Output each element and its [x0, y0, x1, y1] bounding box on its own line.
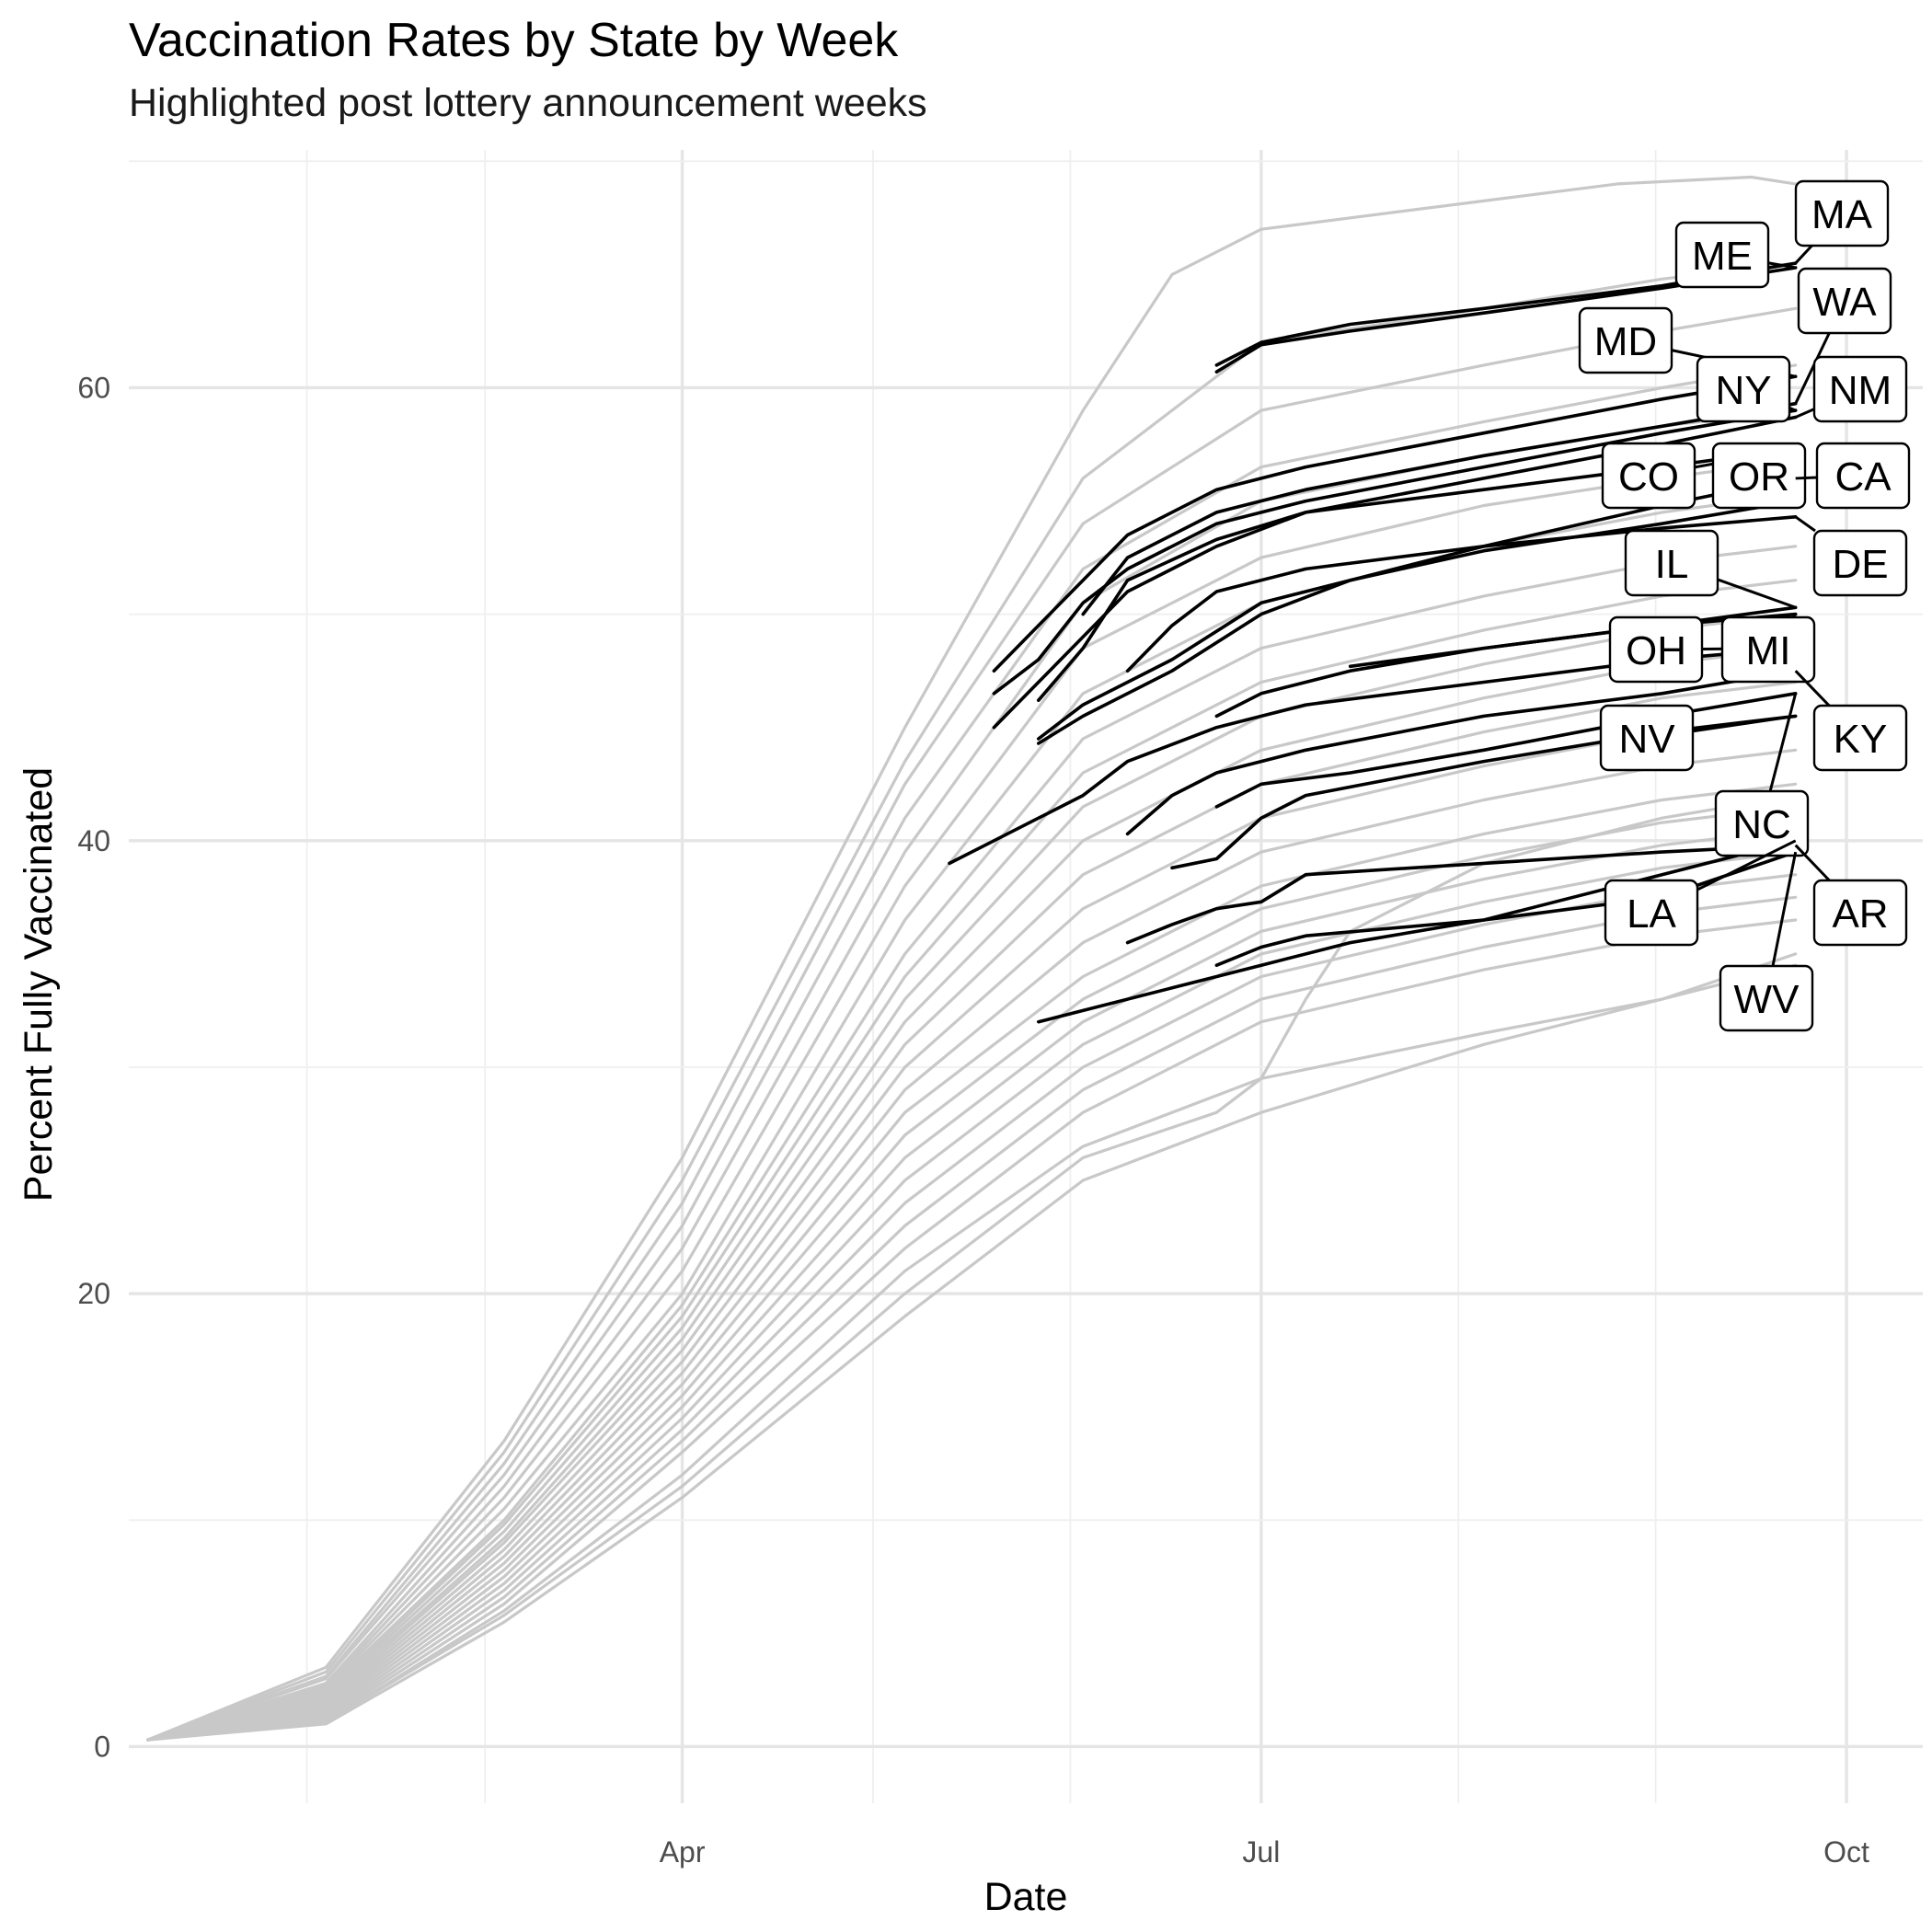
label-leader-nc [1768, 693, 1798, 792]
x-tick-label: Oct [1823, 1835, 1869, 1869]
series-line-ar [1125, 843, 1798, 945]
label-box-de [1812, 529, 1908, 597]
label-box-wv [1719, 964, 1814, 1032]
label-box-wa [1797, 267, 1892, 335]
label-box-ma [1794, 179, 1890, 247]
state-label-mi: MI [1746, 628, 1791, 673]
state-label-il: IL [1655, 542, 1689, 587]
state-label-ma: MA [1811, 192, 1873, 237]
label-leader-wv [1771, 851, 1798, 967]
background-series-line [146, 647, 1798, 1742]
x-tick-label: Apr [660, 1835, 706, 1869]
chart-subtitle: Highlighted post lottery announcement we… [129, 81, 927, 125]
series-line-ca [1037, 477, 1798, 745]
background-series-line [146, 261, 1798, 1742]
state-label-ky: KY [1834, 717, 1888, 762]
label-leader-la [1696, 839, 1797, 891]
label-box-me [1674, 221, 1770, 289]
series-line-ny [992, 408, 1798, 696]
state-label-or: OR [1729, 454, 1789, 500]
axis-ticks: 0 20 40 60 Apr Jul Oct [77, 371, 1869, 1869]
y-tick-label: 20 [77, 1277, 110, 1310]
state-label-ca: CA [1834, 454, 1892, 500]
background-series-line [146, 458, 1798, 1742]
state-label-ar: AR [1832, 891, 1888, 937]
state-label-nc: NC [1732, 802, 1791, 847]
label-leader-de [1794, 515, 1816, 533]
background-series-line [146, 613, 1798, 1742]
background-series-line [146, 895, 1798, 1742]
state-label-nm: NM [1829, 368, 1892, 413]
background-series-line [146, 782, 1798, 1742]
label-leader-ma [1794, 244, 1813, 265]
label-box-md [1578, 306, 1673, 374]
label-leader-me [1767, 261, 1796, 270]
background-series-line [146, 850, 1798, 1742]
state-label-ny: NY [1715, 368, 1771, 413]
series-line-de [1125, 515, 1798, 673]
series-line-ky [1125, 669, 1798, 836]
background-series-line [146, 492, 1798, 1742]
label-box-ny [1696, 355, 1791, 423]
label-leader-nv [1692, 714, 1796, 733]
label-box-nm [1812, 355, 1908, 423]
label-box-ky [1812, 704, 1908, 772]
background-series [146, 175, 1842, 1742]
state-label-nv: NV [1618, 717, 1675, 762]
label-box-mi [1720, 615, 1816, 684]
series-line-oh [948, 646, 1798, 866]
state-label-oh: OH [1626, 628, 1686, 673]
label-box-la [1604, 879, 1699, 947]
background-series-line [146, 952, 1798, 1742]
label-leader-ca [1795, 476, 1818, 480]
state-label-co: CO [1618, 454, 1679, 500]
y-tick-label: 0 [94, 1730, 110, 1763]
label-leader-ky [1794, 670, 1831, 707]
state-label-de: DE [1832, 542, 1888, 587]
label-leader-ar [1794, 844, 1831, 882]
state-label-wa: WA [1812, 280, 1877, 325]
label-leader-wa [1794, 332, 1831, 405]
label-box-ar [1812, 879, 1908, 947]
chart-title: Vaccination Rates by State by Week [129, 14, 899, 67]
background-series-line [146, 748, 1798, 1742]
series-line-wa [1081, 401, 1798, 616]
label-leader-il [1717, 578, 1797, 609]
state-labels: MA ME WA MD NY NM CO OR CA IL DE OH MI NV KY NC LA AR WV [1578, 179, 1911, 1032]
background-series-line [146, 545, 1798, 1742]
series-line-nv [1170, 714, 1798, 870]
y-tick-label: 60 [77, 371, 110, 404]
x-tick-label: Jul [1242, 1835, 1280, 1869]
y-axis-title: Percent Fully Vaccinated [17, 767, 61, 1202]
background-series-line [146, 918, 1798, 1742]
label-leader-nm [1795, 408, 1815, 419]
background-series-line [146, 963, 1798, 1742]
background-series-line [146, 714, 1798, 1742]
state-label-md: MD [1594, 319, 1657, 364]
state-label-la: LA [1627, 891, 1676, 937]
label-box-ca [1815, 442, 1911, 510]
background-series-line [146, 306, 1798, 1742]
background-series-line [146, 175, 1842, 1742]
series-line-or [1037, 499, 1798, 741]
y-tick-label: 40 [77, 824, 110, 857]
label-box-nc [1714, 789, 1810, 857]
grid [129, 150, 1923, 1803]
state-label-wv: WV [1734, 977, 1800, 1022]
x-axis-title: Date [984, 1875, 1068, 1919]
background-series-line [146, 579, 1798, 1742]
background-series-line [146, 363, 1798, 1742]
background-series-line [146, 827, 1798, 1742]
label-box-or [1711, 442, 1807, 510]
label-box-co [1601, 442, 1696, 510]
label-box-oh [1608, 615, 1704, 684]
label-box-il [1624, 529, 1719, 597]
background-series-line [146, 680, 1798, 1742]
label-box-nv [1599, 704, 1695, 772]
state-label-me: ME [1692, 234, 1753, 279]
background-series-line [146, 873, 1798, 1742]
series-line-md [992, 374, 1798, 673]
